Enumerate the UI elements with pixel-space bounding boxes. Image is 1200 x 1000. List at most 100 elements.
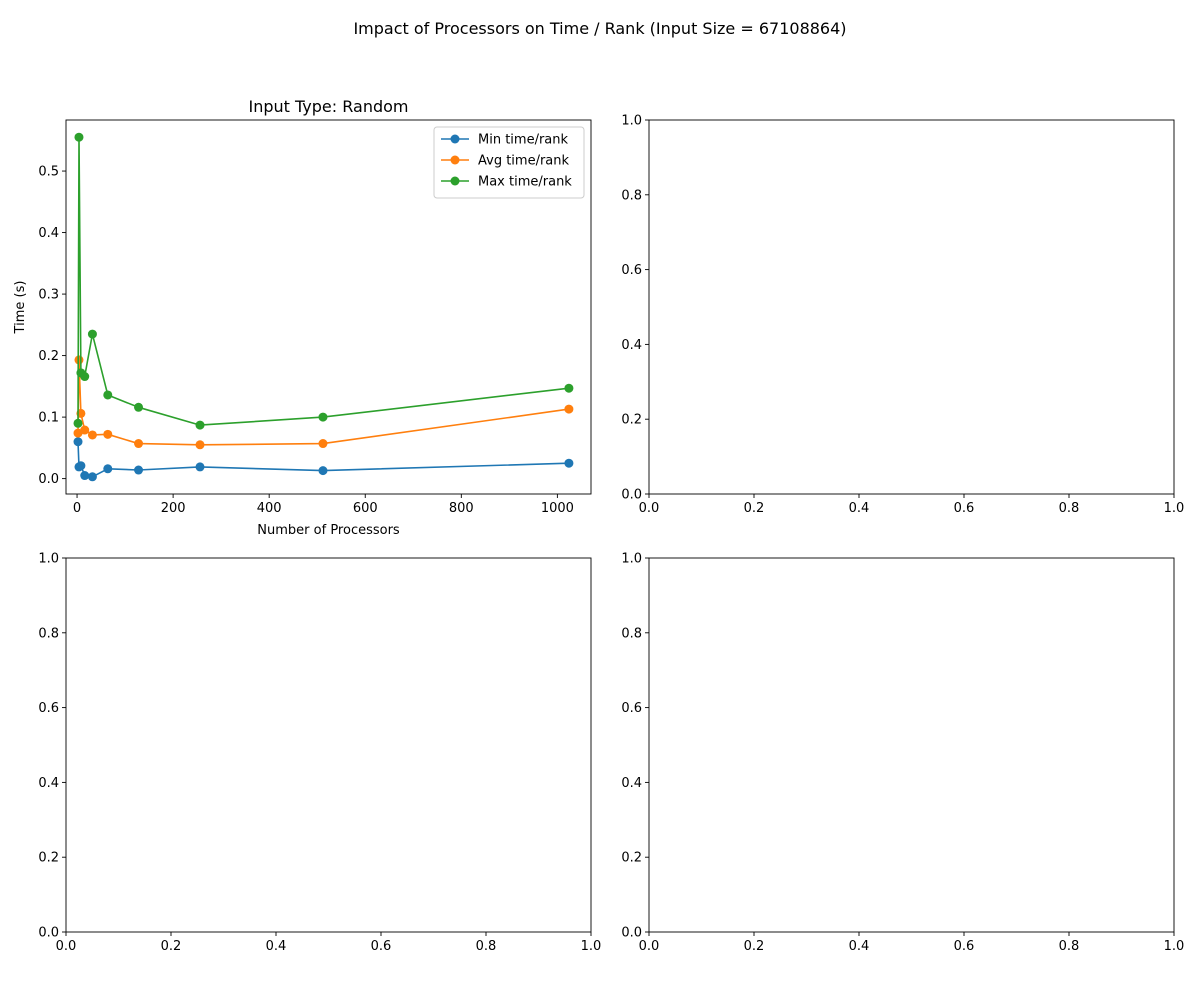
y-tick-label: 0.8 bbox=[38, 626, 59, 641]
y-tick-label: 0.3 bbox=[38, 288, 59, 303]
legend-label: Min time/rank bbox=[478, 133, 569, 148]
x-axis-label: Number of Processors bbox=[257, 523, 400, 538]
data-point bbox=[73, 437, 83, 447]
legend: Min time/rank Avg time/rank Max time/rank bbox=[433, 126, 585, 199]
data-point bbox=[195, 420, 205, 430]
data-point bbox=[134, 439, 144, 449]
data-point bbox=[87, 430, 97, 440]
x-tick-label: 0.8 bbox=[1059, 501, 1080, 516]
y-tick-label: 0.2 bbox=[38, 851, 59, 866]
data-point bbox=[74, 132, 84, 142]
data-point bbox=[103, 464, 113, 474]
x-tick-label: 0.2 bbox=[744, 501, 765, 516]
y-tick-label: 0.2 bbox=[38, 349, 59, 364]
y-tick-label: 0.0 bbox=[38, 472, 59, 487]
data-point bbox=[87, 329, 97, 339]
series-max-time-rank bbox=[73, 132, 574, 430]
data-point bbox=[73, 418, 83, 428]
axes-frame bbox=[65, 119, 592, 495]
axes-frame bbox=[65, 557, 592, 933]
x-tick-label: 0.4 bbox=[849, 501, 870, 516]
legend-item: Avg time/rank bbox=[441, 154, 570, 169]
data-point bbox=[134, 465, 144, 475]
y-tick-label: 0.4 bbox=[621, 338, 642, 353]
y-tick-label: 0.0 bbox=[621, 488, 642, 503]
x-tick-label: 0.4 bbox=[266, 939, 287, 954]
data-point bbox=[318, 466, 328, 476]
y-tick-label: 0.2 bbox=[621, 851, 642, 866]
x-tick-label: 0.0 bbox=[639, 501, 660, 516]
data-point bbox=[103, 390, 113, 400]
y-tick-label: 0.6 bbox=[621, 701, 642, 716]
x-tick-label: 0 bbox=[73, 501, 81, 516]
y-tick-label: 0.4 bbox=[38, 226, 59, 241]
y-tick-label: 0.4 bbox=[38, 776, 59, 791]
data-point bbox=[80, 425, 90, 435]
data-point bbox=[73, 428, 83, 438]
y-tick-label: 0.2 bbox=[621, 413, 642, 428]
axes-frame bbox=[648, 557, 1175, 933]
legend-marker bbox=[450, 176, 460, 186]
legend-label: Max time/rank bbox=[478, 175, 572, 190]
subplot-title: Input Type: Random bbox=[249, 97, 409, 116]
y-tick-label: 0.6 bbox=[621, 263, 642, 278]
subplot-3: 0.0 0.2 0.4 0.6 0.8 1.0 0.0 0.2 0.4 0.6 0.8 1.0 bbox=[38, 552, 601, 955]
series-line bbox=[77, 136, 569, 426]
x-tick-label: 1.0 bbox=[1164, 939, 1185, 954]
data-point bbox=[80, 471, 90, 481]
series-min-time-rank bbox=[73, 437, 574, 482]
data-point bbox=[103, 429, 113, 439]
x-tick-label: 400 bbox=[257, 501, 282, 516]
y-axis-label: Time (s) bbox=[13, 281, 28, 335]
y-tick-label: 0.1 bbox=[38, 411, 59, 426]
x-tick-label: 1.0 bbox=[581, 939, 602, 954]
y-tick-label: 1.0 bbox=[38, 552, 59, 567]
subplot-2: 0.0 0.2 0.4 0.6 0.8 1.0 0.0 0.2 0.4 0.6 0.8 1.0 bbox=[621, 114, 1184, 517]
data-point bbox=[80, 372, 90, 382]
x-tick-label: 0.0 bbox=[56, 939, 77, 954]
x-tick-label: 800 bbox=[449, 501, 474, 516]
legend-box bbox=[433, 126, 585, 199]
x-tick-label: 0.6 bbox=[371, 939, 392, 954]
series-line bbox=[77, 359, 570, 446]
figure-title: Impact of Processors on Time / Rank (Inp… bbox=[353, 19, 846, 38]
data-point bbox=[318, 412, 328, 422]
axes-frame bbox=[648, 119, 1175, 495]
y-tick-label: 1.0 bbox=[621, 552, 642, 567]
x-tick-label: 0.6 bbox=[954, 501, 975, 516]
y-tick-label: 0.0 bbox=[38, 926, 59, 941]
data-point bbox=[564, 404, 574, 414]
y-tick-label: 1.0 bbox=[621, 114, 642, 129]
data-point bbox=[195, 440, 205, 450]
x-tick-label: 200 bbox=[161, 501, 186, 516]
x-tick-label: 0.8 bbox=[1059, 939, 1080, 954]
data-point bbox=[564, 383, 574, 393]
data-point bbox=[318, 439, 328, 449]
x-tick-label: 0.2 bbox=[161, 939, 182, 954]
y-tick-label: 0.8 bbox=[621, 188, 642, 203]
y-tick-label: 0.6 bbox=[38, 701, 59, 716]
y-tick-label: 0.4 bbox=[621, 776, 642, 791]
subplot-1: Input Type: Random 0 200 400 600 800 1000 0.0 0.… bbox=[13, 97, 592, 538]
x-tick-label: 0.2 bbox=[744, 939, 765, 954]
legend-item: Min time/rank bbox=[441, 133, 569, 148]
data-point bbox=[134, 402, 144, 412]
x-tick-label: 1000 bbox=[541, 501, 574, 516]
y-tick-label: 0.5 bbox=[38, 165, 59, 180]
subplot-4: 0.0 0.2 0.4 0.6 0.8 1.0 0.0 0.2 0.4 0.6 0.8 1.0 bbox=[621, 552, 1184, 955]
x-tick-label: 0.8 bbox=[476, 939, 497, 954]
data-point bbox=[564, 458, 574, 468]
data-point bbox=[76, 461, 86, 471]
legend-marker bbox=[450, 155, 460, 165]
y-tick-label: 0.0 bbox=[621, 926, 642, 941]
data-point bbox=[195, 462, 205, 472]
legend-marker bbox=[450, 134, 460, 144]
data-point bbox=[87, 472, 97, 482]
legend-label: Avg time/rank bbox=[478, 154, 570, 169]
x-tick-label: 0.6 bbox=[954, 939, 975, 954]
legend-item: Max time/rank bbox=[441, 175, 572, 190]
x-tick-label: 1.0 bbox=[1164, 501, 1185, 516]
